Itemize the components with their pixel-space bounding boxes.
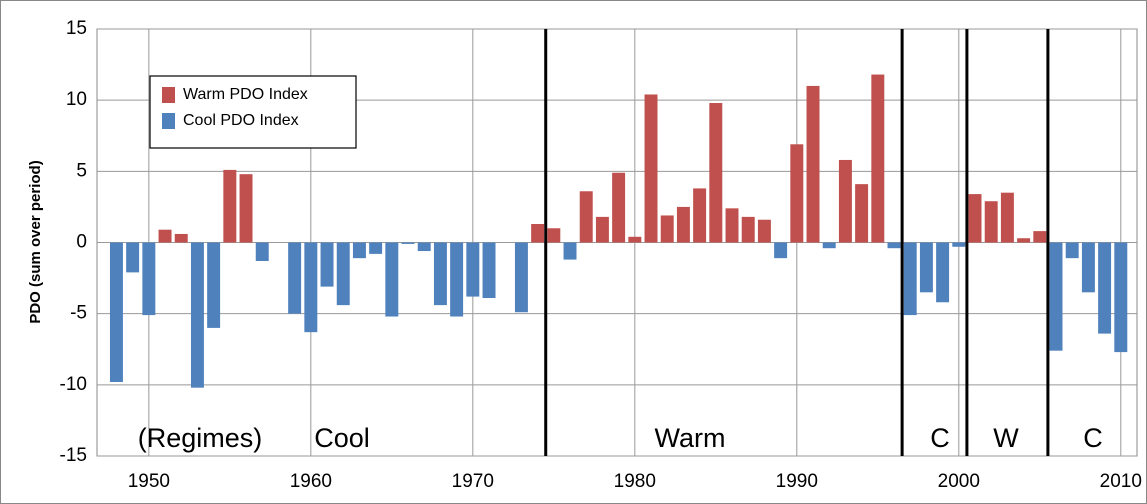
bar <box>757 219 771 243</box>
bar <box>288 242 302 314</box>
regime-label: W <box>993 423 1019 453</box>
bar <box>693 188 707 243</box>
bar <box>336 242 350 306</box>
bar <box>1000 192 1014 243</box>
bar <box>952 242 966 247</box>
bar <box>1081 242 1095 293</box>
legend-swatch <box>162 113 175 129</box>
bar <box>822 242 836 249</box>
bar <box>174 233 188 243</box>
bar <box>644 94 658 243</box>
bar <box>806 85 820 243</box>
bar <box>239 174 253 243</box>
y-tick-label: 5 <box>76 160 87 181</box>
bar <box>612 172 626 243</box>
bar <box>563 242 577 260</box>
x-tick-label: 2000 <box>938 471 980 492</box>
bar <box>774 242 788 259</box>
regime-label: (Regimes) <box>138 423 263 453</box>
bar <box>903 242 917 316</box>
bar <box>790 144 804 243</box>
bar <box>838 159 852 243</box>
bar <box>1049 242 1063 351</box>
bar <box>142 242 156 316</box>
bar <box>482 242 496 299</box>
bar <box>401 242 415 244</box>
x-tick-label: 2010 <box>1100 471 1142 492</box>
bar <box>255 242 269 262</box>
bar <box>984 201 998 243</box>
y-tick-label: 10 <box>66 89 87 110</box>
y-tick-label: 0 <box>76 232 87 253</box>
bar <box>628 236 642 243</box>
legend-label: Cool PDO Index <box>183 112 299 129</box>
regime-label: C <box>930 423 950 453</box>
bar <box>126 242 140 273</box>
bar <box>871 74 885 243</box>
bar <box>514 242 528 313</box>
bar <box>936 242 950 303</box>
y-tick-label: 15 <box>66 18 87 39</box>
bar <box>320 242 334 287</box>
bar <box>547 228 561 243</box>
bar <box>660 215 674 243</box>
bar <box>223 169 237 243</box>
x-tick-label: 1990 <box>776 471 818 492</box>
legend-swatch <box>162 87 175 103</box>
bar <box>1017 238 1031 243</box>
bar <box>207 242 221 328</box>
bar <box>352 242 366 259</box>
bar <box>968 194 982 243</box>
bar <box>417 242 431 252</box>
bar <box>595 216 609 243</box>
x-tick-label: 1960 <box>290 471 332 492</box>
bar <box>709 103 723 243</box>
y-tick-label: -10 <box>60 374 87 395</box>
bar <box>725 208 739 243</box>
y-axis-label: PDO (sum over period) <box>27 160 44 323</box>
bar <box>1065 242 1079 259</box>
bar <box>887 242 901 249</box>
bar <box>433 242 447 306</box>
y-tick-label: -5 <box>70 303 87 324</box>
x-tick-label: 1950 <box>128 471 170 492</box>
regime-label: Cool <box>314 423 370 453</box>
regime-label: Warm <box>655 423 726 453</box>
bar <box>531 223 545 243</box>
bar <box>919 242 933 293</box>
bar <box>369 242 383 254</box>
bar <box>1114 242 1128 353</box>
bar <box>190 242 204 388</box>
x-tick-label: 1970 <box>452 471 494 492</box>
bar <box>741 216 755 243</box>
x-tick-label: 1980 <box>614 471 656 492</box>
bar <box>304 242 318 333</box>
bar <box>855 184 869 243</box>
bar <box>1033 231 1047 243</box>
y-tick-label: -15 <box>60 445 87 466</box>
bar <box>676 206 690 243</box>
bar <box>1098 242 1112 334</box>
bar <box>385 242 399 317</box>
bar <box>466 242 480 297</box>
bar <box>579 191 593 243</box>
regime-label: C <box>1083 423 1103 453</box>
legend-label: Warm PDO Index <box>183 86 308 103</box>
bar <box>109 242 123 382</box>
legend-box <box>149 75 357 149</box>
bar <box>450 242 464 317</box>
bar <box>158 229 172 243</box>
